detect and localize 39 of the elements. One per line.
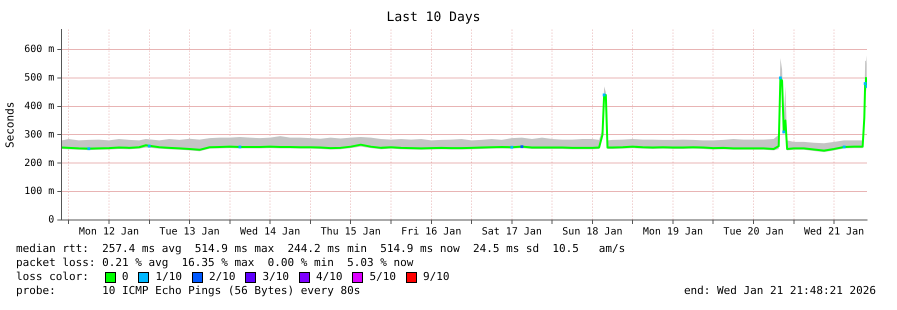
y-tick-label: 100 m xyxy=(24,186,54,198)
point xyxy=(148,144,151,148)
y-tick-label: 500 m xyxy=(24,72,54,84)
chart-title: Last 10 Days xyxy=(386,10,480,26)
point xyxy=(520,145,524,148)
legend-title: loss color: xyxy=(16,270,89,284)
point xyxy=(238,146,242,148)
point xyxy=(864,82,867,86)
x-tick-label: Fri 16 Jan xyxy=(401,226,462,238)
x-tick-label: Wed 14 Jan xyxy=(240,226,300,238)
x-tick-label: Thu 15 Jan xyxy=(320,226,381,238)
y-tick-label: 600 m xyxy=(24,44,54,56)
point xyxy=(782,130,786,134)
point xyxy=(602,94,606,96)
point xyxy=(778,76,782,80)
text: probe: 10 ICMP Echo Pings (56 Bytes) every 80s xyxy=(16,284,360,298)
legend-label: 0 xyxy=(122,270,128,284)
x-tick-label: Mon 12 Jan xyxy=(78,226,140,238)
x-tick-label: Sat 17 Jan xyxy=(482,226,542,238)
x-tick-label: Tue 20 Jan xyxy=(723,226,784,238)
y-axis-title: Seconds xyxy=(3,102,16,148)
y-tick-label: 300 m xyxy=(24,129,54,140)
point xyxy=(842,146,846,148)
x-tick-label: Tue 13 Jan xyxy=(159,226,220,238)
x-tick-label: Sun 18 Jan xyxy=(562,226,622,238)
legend-label: 4/10 xyxy=(316,270,342,284)
legend-label: 9/10 xyxy=(422,270,450,284)
y-tick-label: 200 m xyxy=(24,158,54,169)
text: median rtt: 257.4 ms avg 514.9 ms max 244.2 ms min 514.9 ms now 24.5 ms sd 10.5 am/s xyxy=(16,242,626,256)
legend-label: 3/10 xyxy=(262,270,289,284)
text: packet loss: 0.21 % avg 16.35 % max 0.00 % min 5.03 % now xyxy=(16,256,414,270)
y-tick-label: 0 xyxy=(48,214,54,226)
x-tick-label: Wed 21 Jan xyxy=(804,226,864,238)
legend-label: 5/10 xyxy=(369,270,396,284)
text: end: Wed Jan 21 21:48:21 2026 xyxy=(684,284,876,298)
x-tick-label: Mon 19 Jan xyxy=(642,226,704,238)
legend-label: 2/10 xyxy=(208,270,236,284)
legend-label: 1/10 xyxy=(155,270,182,284)
y-tick-label: 400 m xyxy=(24,100,54,112)
